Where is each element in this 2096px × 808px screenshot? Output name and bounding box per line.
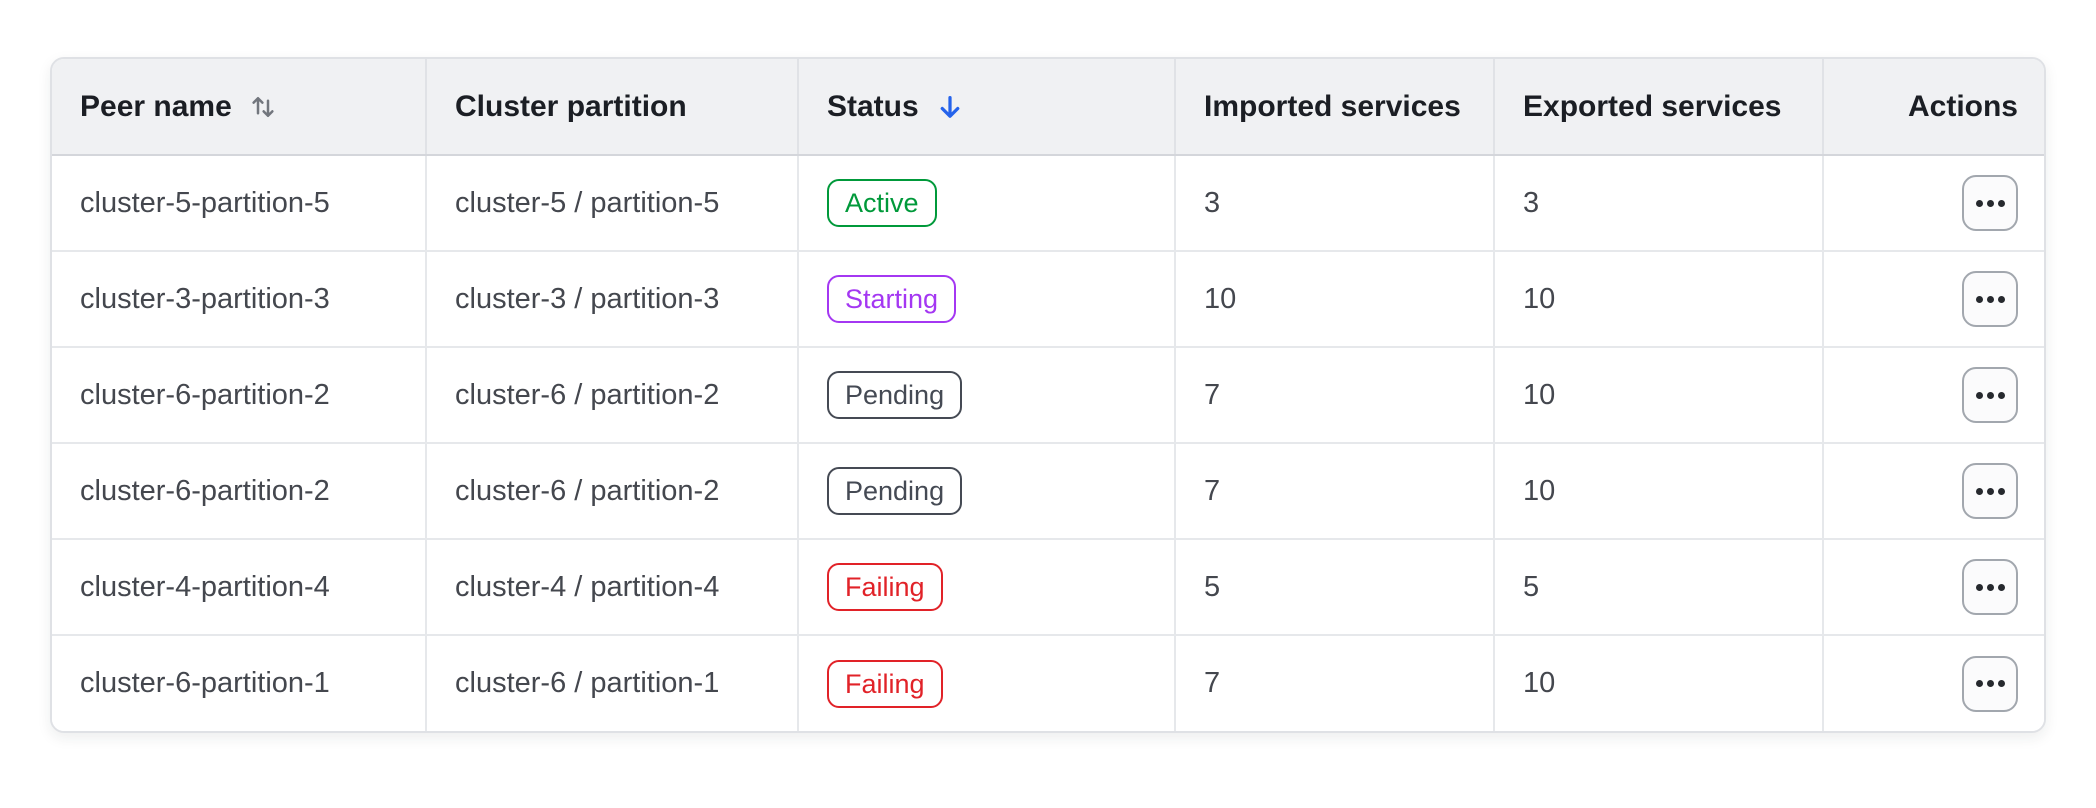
table-row: cluster-6-partition-2 cluster-6 / partit… [52, 443, 2044, 540]
column-label: Cluster partition [455, 89, 687, 123]
actions-cell [1823, 539, 2044, 636]
ellipsis-icon [1975, 487, 1983, 495]
actions-cell [1823, 155, 2044, 252]
column-header-peer-name[interactable]: Peer name [52, 59, 427, 156]
peer-name-cell: cluster-6-partition-2 [52, 443, 427, 540]
peer-name-cell: cluster-6-partition-1 [52, 635, 427, 731]
exported-services-cell: 5 [1494, 539, 1824, 636]
row-actions-button[interactable] [1962, 271, 2018, 327]
cluster-partition-cell: cluster-6 / partition-2 [426, 347, 799, 444]
exported-services-cell: 10 [1494, 443, 1824, 540]
imported-services-cell: 7 [1175, 443, 1495, 540]
status-badge: Failing [827, 563, 943, 611]
status-cell: Failing [798, 635, 1176, 731]
exported-services-cell: 10 [1494, 347, 1824, 444]
status-badge: Pending [827, 371, 963, 419]
status-cell: Starting [798, 251, 1176, 348]
cluster-partition-cell: cluster-5 / partition-5 [426, 155, 799, 252]
ellipsis-icon [1975, 680, 1983, 687]
imported-services-cell: 3 [1175, 155, 1495, 252]
column-label: Actions [1907, 89, 2018, 123]
imported-services-cell: 5 [1175, 539, 1495, 636]
row-actions-button[interactable] [1962, 463, 2018, 519]
table-row: cluster-6-partition-2 cluster-6 / partit… [52, 347, 2044, 444]
status-cell: Failing [798, 539, 1176, 636]
status-badge: Active [827, 179, 937, 227]
peer-name-cell: cluster-3-partition-3 [52, 251, 427, 348]
imported-services-cell: 10 [1175, 251, 1495, 348]
table-row: cluster-5-partition-5 cluster-5 / partit… [52, 155, 2044, 252]
table-row: cluster-6-partition-1 cluster-6 / partit… [52, 635, 2044, 731]
peers-table: Peer name Cluster partition [52, 59, 2044, 731]
actions-cell [1823, 443, 2044, 540]
column-header-actions: Actions [1823, 59, 2044, 156]
imported-services-cell: 7 [1175, 635, 1495, 731]
column-label: Peer name [80, 89, 232, 123]
cluster-partition-cell: cluster-3 / partition-3 [426, 251, 799, 348]
actions-cell [1823, 635, 2044, 731]
ellipsis-icon [1975, 295, 1983, 303]
column-header-imported-services: Imported services [1175, 59, 1495, 156]
ellipsis-icon [1975, 199, 1983, 207]
row-actions-button[interactable] [1962, 655, 2018, 712]
cluster-partition-cell: cluster-6 / partition-2 [426, 443, 799, 540]
arrow-down-icon [935, 92, 965, 122]
status-cell: Pending [798, 443, 1176, 540]
exported-services-cell: 10 [1494, 635, 1824, 731]
row-actions-button[interactable] [1962, 367, 2018, 423]
row-actions-button[interactable] [1962, 175, 2018, 231]
status-badge: Failing [827, 659, 943, 708]
status-cell: Active [798, 155, 1176, 252]
actions-cell [1823, 347, 2044, 444]
column-header-status[interactable]: Status [798, 59, 1176, 156]
exported-services-cell: 10 [1494, 251, 1824, 348]
row-actions-button[interactable] [1962, 559, 2018, 615]
column-label: Imported services [1204, 89, 1461, 123]
column-label: Status [827, 89, 919, 123]
status-cell: Pending [798, 347, 1176, 444]
peers-table-card: Peer name Cluster partition [50, 57, 2046, 733]
ellipsis-icon [1975, 391, 1983, 399]
column-header-exported-services: Exported services [1494, 59, 1824, 156]
column-label: Exported services [1523, 89, 1782, 123]
status-badge: Pending [827, 467, 963, 515]
cluster-partition-cell: cluster-6 / partition-1 [426, 635, 799, 731]
exported-services-cell: 3 [1494, 155, 1824, 252]
cluster-partition-cell: cluster-4 / partition-4 [426, 539, 799, 636]
column-header-cluster-partition: Cluster partition [426, 59, 799, 156]
peer-name-cell: cluster-6-partition-2 [52, 347, 427, 444]
imported-services-cell: 7 [1175, 347, 1495, 444]
peer-name-cell: cluster-5-partition-5 [52, 155, 427, 252]
actions-cell [1823, 251, 2044, 348]
ellipsis-icon [1975, 583, 1983, 591]
peer-name-cell: cluster-4-partition-4 [52, 539, 427, 636]
table-row: cluster-4-partition-4 cluster-4 / partit… [52, 539, 2044, 636]
swap-vertical-icon [248, 92, 278, 122]
table-header-row: Peer name Cluster partition [52, 59, 2044, 156]
status-badge: Starting [827, 275, 957, 323]
table-row: cluster-3-partition-3 cluster-3 / partit… [52, 251, 2044, 348]
